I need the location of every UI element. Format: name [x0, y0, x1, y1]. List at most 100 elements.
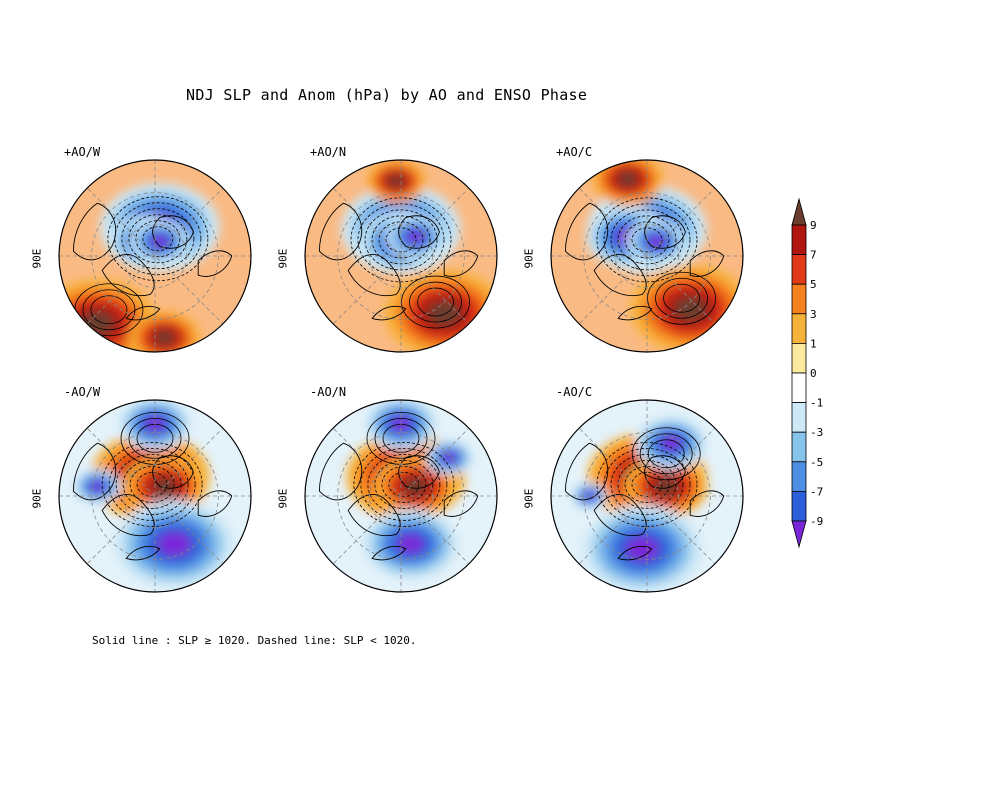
colorbar-segment [791, 431, 807, 463]
map-frame [550, 399, 744, 593]
graticule-parallel-inner [614, 223, 680, 289]
contour-solid [417, 287, 454, 317]
graticule-parallel-outer [583, 432, 711, 560]
contour-dashed [142, 226, 174, 252]
contour-solid [663, 283, 700, 313]
graticule [305, 400, 497, 592]
contour-dashed [135, 220, 181, 258]
colorbar-tick-label: -7 [810, 485, 823, 498]
contour-dashed [381, 466, 427, 503]
map-frame [304, 399, 498, 593]
graticule-parallel-inner [368, 463, 434, 529]
contour-dashed [122, 460, 182, 509]
anomaly-blob [157, 531, 191, 557]
colorbar-legend: 9 7 5 3 1 0 -1 -3 -5 -7 -9 [791, 197, 823, 549]
contour-solid [639, 433, 693, 475]
coastline [618, 306, 652, 320]
colorbar-tick-label: -9 [810, 515, 823, 528]
colorbar-tick-label: 9 [810, 219, 817, 232]
contour-dashed [617, 215, 677, 265]
colorbar-cap-top [791, 197, 807, 226]
anomaly-blob [90, 481, 105, 492]
coastline [565, 203, 607, 260]
coastline [198, 491, 232, 517]
contour-dashed [136, 472, 168, 497]
colorbar-segment [791, 224, 807, 256]
contour-dashed [388, 472, 420, 497]
coastline [372, 306, 406, 320]
graticule-parallel-inner [368, 223, 434, 289]
contour-solid [409, 281, 462, 323]
contour-dashed [101, 442, 203, 527]
polar-map-pos-ao-c [550, 159, 744, 353]
panel-label-neg-ao-n: -AO/N [310, 385, 347, 399]
colorbar-tick-label: 5 [810, 278, 817, 291]
contour-dashed [115, 454, 189, 515]
colorbar-tick-label: 1 [810, 337, 817, 350]
anomaly-blob [387, 174, 405, 188]
axis-label-90e-6: 90E [522, 488, 536, 509]
contour-dashed [353, 442, 455, 527]
graticule-parallel-outer [583, 192, 711, 320]
coastline [153, 456, 194, 488]
panel-label-pos-ao-n: +AO/N [310, 145, 347, 159]
coastline [399, 216, 440, 248]
polar-map-pos-ao-w [58, 159, 252, 353]
contour-dashed [128, 214, 188, 264]
colorbar-tick-label: -1 [810, 397, 823, 410]
contour-dashed [374, 460, 434, 509]
footnote: Solid line : SLP ≥ 1020. Dashed line: SL… [92, 634, 417, 647]
coastline [444, 491, 478, 517]
coastline [690, 491, 724, 517]
contour-dashed [378, 221, 424, 259]
contour-dashed [360, 448, 448, 521]
anomaly-field [73, 400, 234, 589]
contour-dashed [129, 466, 175, 503]
panel-label-neg-ao-w: -AO/W [64, 385, 101, 399]
contour-solid [90, 295, 128, 325]
graticule-parallel-outer [91, 192, 219, 320]
contour-dashed [114, 202, 202, 276]
anomaly-blob [151, 235, 169, 248]
contour-dashed [367, 454, 441, 515]
polar-map-pos-ao-n [304, 159, 498, 353]
contour-dashed [108, 448, 196, 521]
anomaly-blob [625, 536, 659, 562]
colorbar-segment [791, 283, 807, 315]
anomaly-field [571, 416, 709, 592]
contour-solid [655, 277, 708, 319]
coastline [618, 546, 652, 560]
contour-solid [631, 427, 701, 481]
colorbar-tick-label: -5 [810, 456, 823, 469]
page-title: NDJ SLP and Anom (hPa) by AO and ENSO Ph… [186, 86, 588, 104]
land-outline [73, 443, 231, 560]
anomaly-blob [617, 171, 638, 187]
panel-label-pos-ao-c: +AO/C [556, 145, 593, 159]
graticule [59, 160, 251, 352]
panel-label-neg-ao-c: -AO/C [556, 385, 593, 399]
anomaly-blob [397, 534, 424, 554]
graticule-parallel-inner [614, 463, 680, 529]
coastline [565, 443, 607, 500]
contour-dashed [107, 196, 209, 282]
contour-dashed [624, 221, 670, 259]
axis-label-90e-1: 90E [30, 248, 44, 269]
coastline [399, 456, 440, 488]
coastline [319, 443, 361, 500]
map-frame [304, 159, 498, 353]
polar-map-neg-ao-c [550, 399, 744, 593]
anomaly-blob [654, 477, 678, 496]
colorbar-segment [791, 342, 807, 374]
graticule-parallel-outer [91, 432, 219, 560]
map-frame [58, 399, 252, 593]
map-frame [550, 159, 744, 353]
map-frame [58, 159, 252, 353]
graticule-parallel-inner [122, 223, 188, 289]
graticule-parallel-inner [122, 463, 188, 529]
coastline [690, 251, 724, 277]
coastline [645, 456, 686, 488]
colorbar-tick-label: 3 [810, 308, 817, 321]
coastline [73, 443, 115, 500]
colorbar-tick-label: 0 [810, 367, 817, 380]
coastline [198, 251, 232, 277]
